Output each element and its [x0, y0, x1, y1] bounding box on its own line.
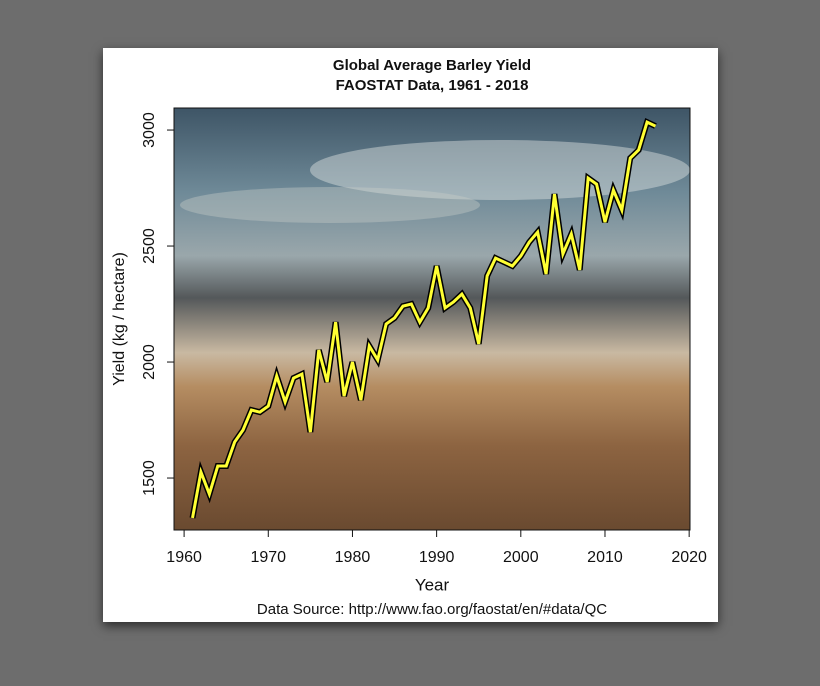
x-tick-label: 1960 [166, 549, 202, 566]
cloud [180, 187, 480, 223]
x-axis-label: Year [415, 575, 450, 594]
x-tick-label: 1990 [419, 549, 455, 566]
y-axis-label: Yield (kg / hectare) [111, 252, 128, 386]
y-tick-label: 3000 [141, 112, 158, 148]
chart-title: Global Average Barley Yield [333, 57, 531, 74]
y-tick-label: 2500 [141, 228, 158, 264]
y-tick-label: 2000 [141, 344, 158, 380]
y-tick-label: 1500 [141, 460, 158, 496]
chart-subtitle: FAOSTAT Data, 1961 - 2018 [336, 77, 529, 94]
annotation: Data Source: http://www.fao.org/faostat/… [257, 601, 607, 618]
x-tick-label: 2010 [587, 549, 623, 566]
plot-frame [173, 107, 691, 531]
x-tick-label: 2020 [671, 549, 707, 566]
plot-background [174, 108, 690, 530]
line [191, 120, 657, 519]
x-tick-label: 1970 [250, 549, 286, 566]
x-tick-label: 2000 [503, 549, 539, 566]
x-tick-label: 1980 [335, 549, 371, 566]
